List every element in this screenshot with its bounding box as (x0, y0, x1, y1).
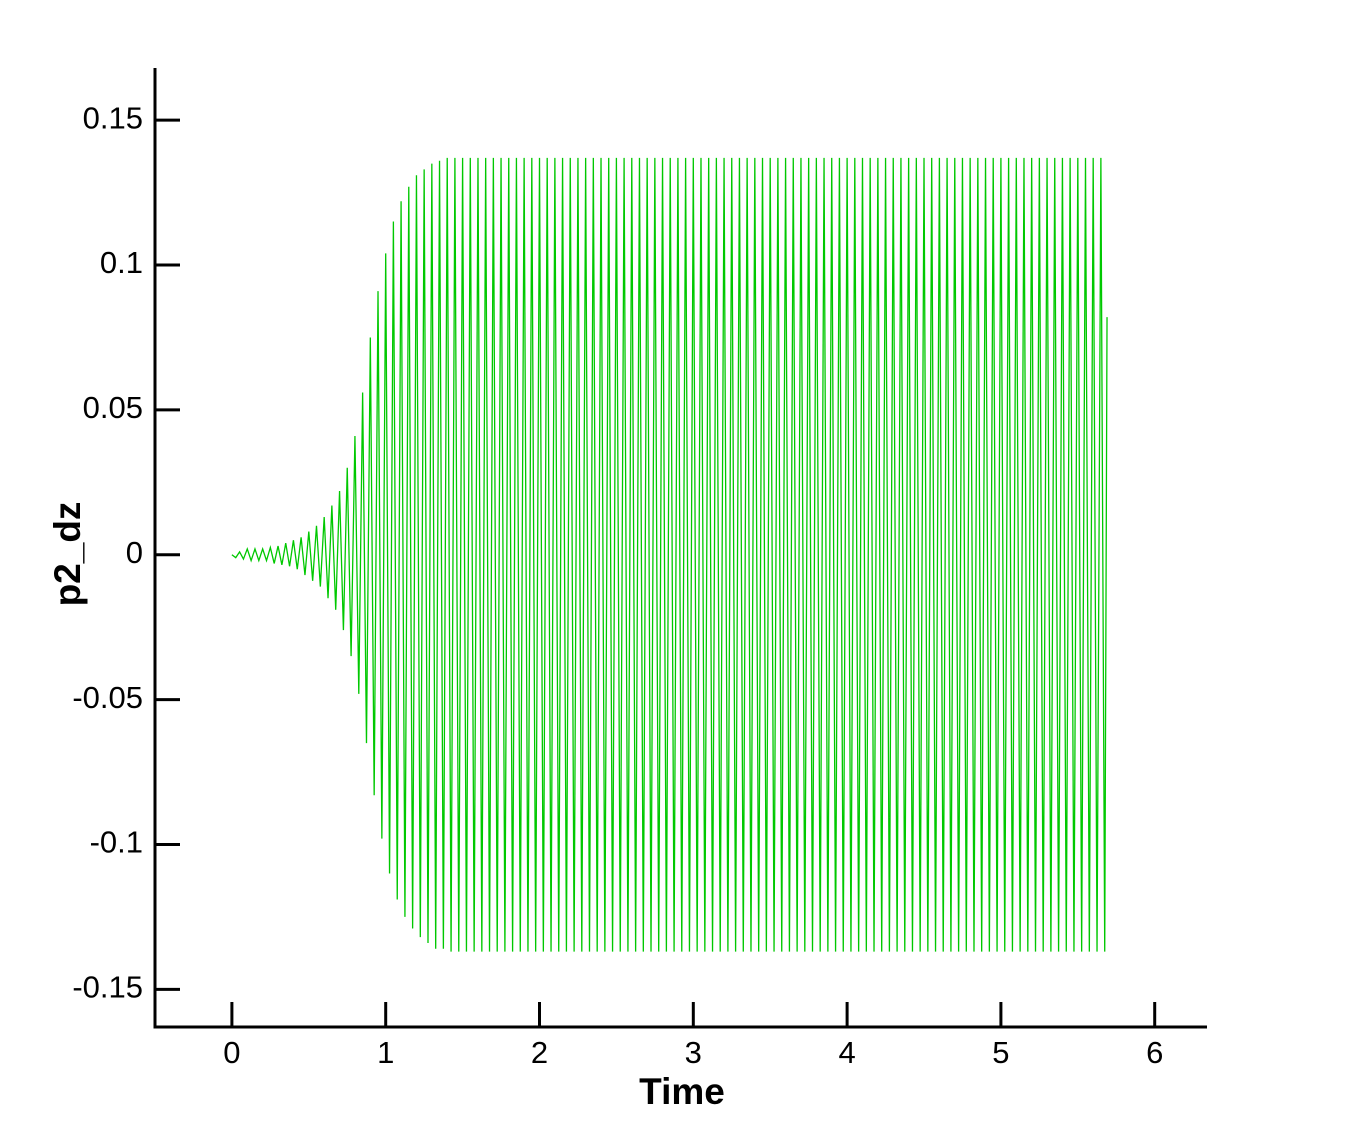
x-tick-label: 3 (685, 1035, 702, 1070)
x-tick-label: 5 (992, 1035, 1009, 1070)
x-tick-label: 1 (377, 1035, 394, 1070)
y-tick-label: 0.05 (83, 390, 143, 425)
x-tick-label: 6 (1146, 1035, 1163, 1070)
data-line (231, 157, 1108, 952)
y-axis-title: p2_dz (47, 502, 88, 607)
x-axis-title: Time (639, 1071, 725, 1112)
y-tick-label: 0 (126, 535, 143, 570)
y-tick-label: 0.1 (100, 245, 143, 280)
y-tick-label: -0.1 (90, 825, 143, 860)
y-tick-label: -0.05 (72, 680, 143, 715)
x-tick-label: 0 (223, 1035, 240, 1070)
x-tick-label: 2 (531, 1035, 548, 1070)
y-tick-label: -0.15 (72, 970, 143, 1005)
x-tick-label: 4 (838, 1035, 855, 1070)
y-tick-label: 0.15 (83, 100, 143, 135)
